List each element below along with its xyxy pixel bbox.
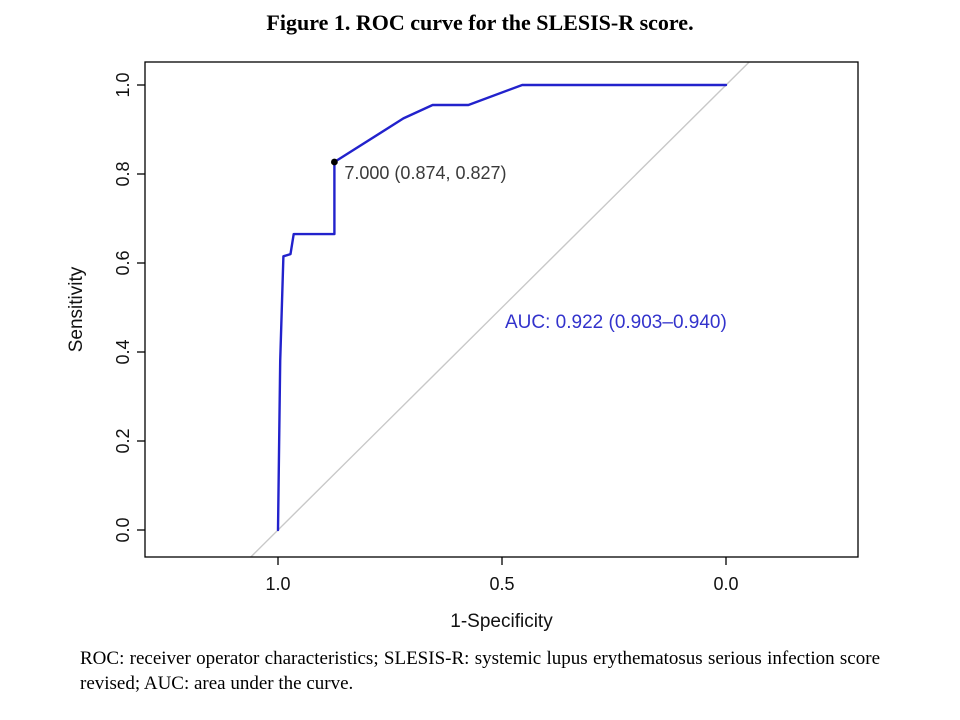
x-axis-label: 1-Specificity [450,611,553,632]
y-tick-label: 0.6 [113,250,133,275]
roc-chart-svg: 1.0 0.5 0.0 0.0 0.2 0.4 0.6 0.8 1.0 1-Specificity… [66,61,859,632]
x-tick-label: 0.0 [713,574,738,594]
y-axis-label: Sensitivity [66,266,87,352]
chance-diagonal-line [250,61,750,558]
figure-caption: ROC: receiver operator characteristics; … [80,648,880,694]
threshold-label: 7.000 (0.874, 0.827) [344,163,506,183]
y-tick-label: 0.0 [113,517,133,542]
y-tick-label: 0.8 [113,161,133,186]
figure-title: Figure 1. ROC curve for the SLESIS-R sco… [266,10,694,35]
threshold-point-marker [331,158,338,166]
roc-curve-line [276,83,728,532]
x-tick-label: 0.5 [489,574,514,594]
roc-plot: 1.0 0.5 0.0 0.0 0.2 0.4 0.6 0.8 1.0 1-Specificity… [0,50,960,645]
y-tick-label: 1.0 [113,72,133,97]
y-tick-label: 0.2 [113,428,133,453]
auc-label: AUC: 0.922 (0.903–0.940) [505,312,727,333]
y-tick-label: 0.4 [113,339,133,364]
plot-box [144,61,859,558]
x-tick-label: 1.0 [265,574,290,594]
